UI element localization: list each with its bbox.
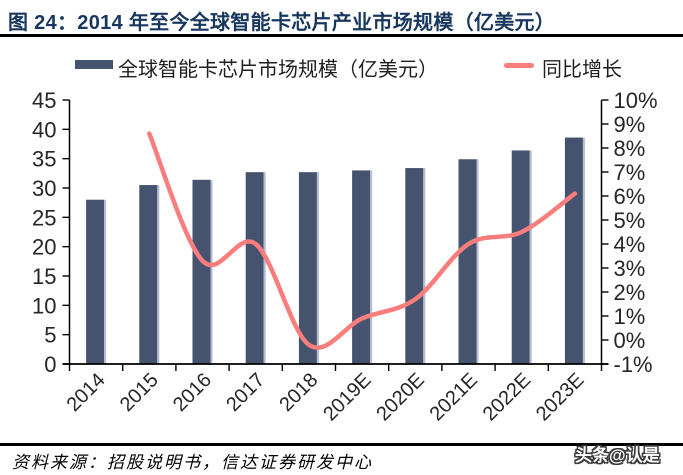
left-axis-tick-label: 30: [32, 176, 56, 201]
left-axis-tick-label: 0: [44, 352, 56, 377]
left-axis-tick-label: 15: [32, 264, 56, 289]
right-axis-tick-label: 10%: [614, 88, 658, 113]
legend-bar-label: 全球智能卡芯片市场规模（亿美元）: [118, 59, 438, 81]
right-axis-tick-label: 6%: [614, 184, 646, 209]
right-axis-tick-label: 1%: [614, 304, 646, 329]
x-axis-category-label: 2023E: [532, 369, 588, 425]
bar: [298, 172, 317, 364]
left-axis-tick-label: 45: [32, 88, 56, 113]
bar-highlight-edge: [263, 172, 266, 364]
source-note: 资料来源：招股说明书，信达证券研发中心: [12, 453, 373, 472]
left-axis-tick-label: 25: [32, 205, 56, 230]
bar-highlight-edge: [582, 137, 585, 364]
right-axis-tick-label: 7%: [614, 160, 646, 185]
bar: [405, 168, 424, 364]
bar: [352, 170, 371, 364]
bar-highlight-edge: [157, 185, 160, 364]
bar-highlight-edge: [104, 199, 107, 364]
bar-highlight-edge: [529, 150, 532, 364]
right-axis-tick-label: -1%: [614, 352, 653, 377]
right-axis-tick-label: 4%: [614, 232, 646, 257]
chart-title: 图 24：2014 年至今全球智能卡芯片产业市场规模（亿美元）: [8, 12, 556, 34]
right-axis-tick-label: 9%: [614, 112, 646, 137]
x-axis-category-label: 2021E: [426, 369, 482, 425]
footer-divider: [0, 443, 683, 446]
bar: [564, 137, 583, 364]
right-axis-tick-label: 5%: [614, 208, 646, 233]
bar: [458, 159, 477, 364]
x-axis-category-label: 2015: [116, 369, 163, 416]
bar: [139, 185, 158, 364]
legend-bar-swatch: [75, 60, 113, 69]
bar: [192, 179, 211, 364]
left-axis-tick-label: 5: [44, 323, 56, 348]
left-axis-tick-label: 20: [32, 235, 56, 260]
title-divider: [0, 34, 683, 37]
right-axis-tick-label: 8%: [614, 136, 646, 161]
x-axis-category-label: 2018: [275, 369, 322, 416]
bar-highlight-edge: [210, 179, 213, 364]
x-axis-category-label: 2016: [169, 369, 216, 416]
left-axis-tick-label: 35: [32, 147, 56, 172]
bar: [86, 199, 105, 364]
legend-line-label: 同比增长: [542, 59, 622, 81]
x-axis-category-label: 2020E: [372, 369, 428, 425]
yoy-growth-line: [147, 131, 578, 350]
bar-highlight-edge: [423, 168, 426, 364]
right-axis-tick-label: 0%: [614, 328, 646, 353]
right-axis-tick-label: 3%: [614, 256, 646, 281]
watermark: 头条@认是: [575, 446, 660, 465]
x-axis-category-label: 2019E: [319, 369, 375, 425]
x-axis-category-label: 2014: [63, 369, 110, 416]
bar: [245, 172, 264, 364]
left-axis-tick-label: 10: [32, 293, 56, 318]
bar-highlight-edge: [316, 172, 319, 364]
left-axis-tick-label: 40: [32, 117, 56, 142]
right-axis-tick-label: 2%: [614, 280, 646, 305]
bar-highlight-edge: [370, 170, 373, 364]
x-axis-category-label: 2022E: [479, 369, 535, 425]
bar: [511, 150, 530, 364]
bar-highlight-edge: [476, 159, 479, 364]
legend-line-swatch: [504, 63, 534, 68]
x-axis-category-label: 2017: [222, 369, 269, 416]
